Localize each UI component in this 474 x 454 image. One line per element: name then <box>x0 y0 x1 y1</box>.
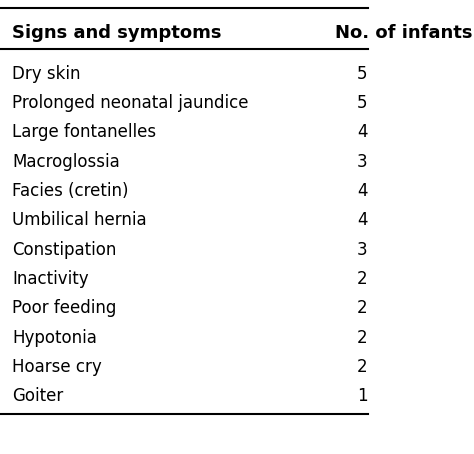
Text: Macroglossia: Macroglossia <box>12 153 120 171</box>
Text: Prolonged neonatal jaundice: Prolonged neonatal jaundice <box>12 94 249 112</box>
Text: 2: 2 <box>357 329 368 346</box>
Text: 4: 4 <box>357 211 368 229</box>
Text: Hypotonia: Hypotonia <box>12 329 97 346</box>
Text: 1: 1 <box>357 387 368 405</box>
Text: 4: 4 <box>357 123 368 141</box>
Text: Umbilical hernia: Umbilical hernia <box>12 211 147 229</box>
Text: 4: 4 <box>357 182 368 200</box>
Text: 2: 2 <box>357 270 368 288</box>
Text: 5: 5 <box>357 64 368 83</box>
Text: Large fontanelles: Large fontanelles <box>12 123 156 141</box>
Text: Facies (cretin): Facies (cretin) <box>12 182 129 200</box>
Text: Goiter: Goiter <box>12 387 64 405</box>
Text: Constipation: Constipation <box>12 241 117 258</box>
Text: 5: 5 <box>357 94 368 112</box>
Text: Signs and symptoms: Signs and symptoms <box>12 24 222 42</box>
Text: 2: 2 <box>357 358 368 376</box>
Text: Dry skin: Dry skin <box>12 64 81 83</box>
Text: 2: 2 <box>357 299 368 317</box>
Text: Inactivity: Inactivity <box>12 270 89 288</box>
Text: 3: 3 <box>357 241 368 258</box>
Text: No. of infants: No. of infants <box>335 24 473 42</box>
Text: Poor feeding: Poor feeding <box>12 299 117 317</box>
Text: 3: 3 <box>357 153 368 171</box>
Text: Hoarse cry: Hoarse cry <box>12 358 102 376</box>
